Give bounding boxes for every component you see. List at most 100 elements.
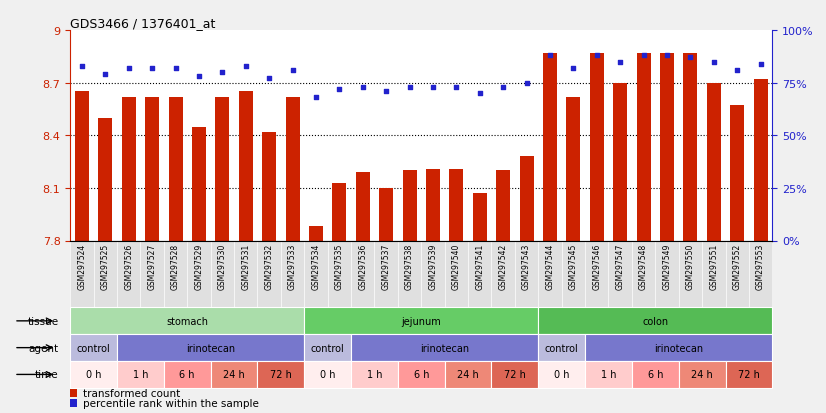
Text: GSM297540: GSM297540 (452, 243, 461, 289)
Point (567, 65, 580, 72)
Point (122, 65, 135, 72)
Bar (426, 169, 440, 241)
Bar (707, 83, 721, 241)
Bar (539, 361, 585, 388)
Text: irinotecan: irinotecan (654, 343, 703, 353)
Text: GSM297533: GSM297533 (288, 243, 297, 289)
Text: GSM297548: GSM297548 (639, 243, 648, 289)
Point (754, 61, 767, 68)
Point (426, 84, 439, 91)
Bar (117, 335, 304, 361)
Bar (169, 97, 183, 241)
Bar (683, 54, 697, 241)
Text: GSM297524: GSM297524 (78, 243, 87, 289)
Text: GSM297535: GSM297535 (335, 243, 344, 289)
Point (286, 68, 299, 74)
Bar (121, 97, 135, 241)
Bar (637, 54, 651, 241)
Bar (258, 361, 304, 388)
Text: GSM297549: GSM297549 (662, 243, 672, 289)
Point (496, 84, 510, 91)
Text: tissue: tissue (27, 316, 59, 326)
Point (380, 88, 393, 95)
Text: GSM297553: GSM297553 (756, 243, 765, 289)
Text: GSM297543: GSM297543 (522, 243, 531, 289)
Bar (351, 361, 398, 388)
Text: 24 h: 24 h (691, 370, 713, 380)
Text: time: time (35, 370, 59, 380)
Text: GSM297526: GSM297526 (124, 243, 133, 289)
Point (216, 70, 229, 76)
Bar (75, 92, 89, 241)
Bar (145, 97, 159, 241)
Bar (632, 361, 679, 388)
Text: GSM297542: GSM297542 (499, 243, 508, 289)
Point (356, 84, 369, 91)
Text: 1 h: 1 h (601, 370, 616, 380)
Bar (543, 54, 557, 241)
Text: GSM297547: GSM297547 (615, 243, 624, 289)
Bar (496, 171, 510, 241)
Text: GDS3466 / 1376401_at: GDS3466 / 1376401_at (70, 17, 216, 29)
Bar (304, 361, 351, 388)
Text: GSM297539: GSM297539 (429, 243, 438, 289)
Bar (117, 361, 164, 388)
Text: control: control (77, 343, 111, 353)
Text: 24 h: 24 h (223, 370, 244, 380)
Bar (379, 188, 393, 241)
Text: GSM297529: GSM297529 (194, 243, 203, 289)
Point (590, 53, 603, 59)
Text: percentile rank within the sample: percentile rank within the sample (83, 398, 259, 408)
Text: GSM297534: GSM297534 (311, 243, 320, 289)
Bar (70, 361, 117, 388)
Point (449, 84, 463, 91)
Text: GSM297530: GSM297530 (218, 243, 227, 289)
Text: GSM297528: GSM297528 (171, 243, 180, 289)
Bar (398, 361, 444, 388)
Text: stomach: stomach (166, 316, 208, 326)
Text: 6 h: 6 h (414, 370, 429, 380)
Text: irinotecan: irinotecan (420, 343, 469, 353)
Text: control: control (311, 343, 344, 353)
Bar (753, 80, 767, 241)
Point (145, 65, 159, 72)
Point (333, 86, 346, 93)
Bar (211, 361, 258, 388)
Text: transformed count: transformed count (83, 388, 180, 398)
Bar (286, 97, 300, 241)
Bar (239, 92, 253, 241)
Bar (70, 399, 77, 407)
Text: 0 h: 0 h (320, 370, 335, 380)
Point (520, 80, 534, 87)
Point (544, 53, 557, 59)
Bar (309, 227, 323, 241)
Text: GSM297525: GSM297525 (101, 243, 110, 289)
Point (192, 74, 206, 81)
Bar (585, 361, 632, 388)
Bar (660, 54, 674, 241)
Text: control: control (545, 343, 578, 353)
Bar (192, 127, 206, 241)
Point (75, 63, 88, 70)
Point (730, 68, 743, 74)
Text: GSM297550: GSM297550 (686, 243, 695, 289)
Point (473, 90, 487, 97)
Text: 6 h: 6 h (179, 370, 195, 380)
Point (169, 65, 183, 72)
Text: 0 h: 0 h (86, 370, 102, 380)
Bar (351, 335, 539, 361)
Point (684, 55, 697, 62)
Bar (444, 361, 491, 388)
Text: GSM297538: GSM297538 (405, 243, 414, 289)
Text: 24 h: 24 h (458, 370, 479, 380)
Bar (590, 54, 604, 241)
Text: 6 h: 6 h (648, 370, 663, 380)
Bar (356, 173, 370, 241)
Bar (679, 361, 725, 388)
Text: 72 h: 72 h (270, 370, 292, 380)
Text: 72 h: 72 h (504, 370, 526, 380)
Text: GSM297536: GSM297536 (358, 243, 368, 289)
Bar (70, 335, 117, 361)
Text: jejunum: jejunum (401, 316, 441, 326)
Bar (304, 308, 539, 335)
